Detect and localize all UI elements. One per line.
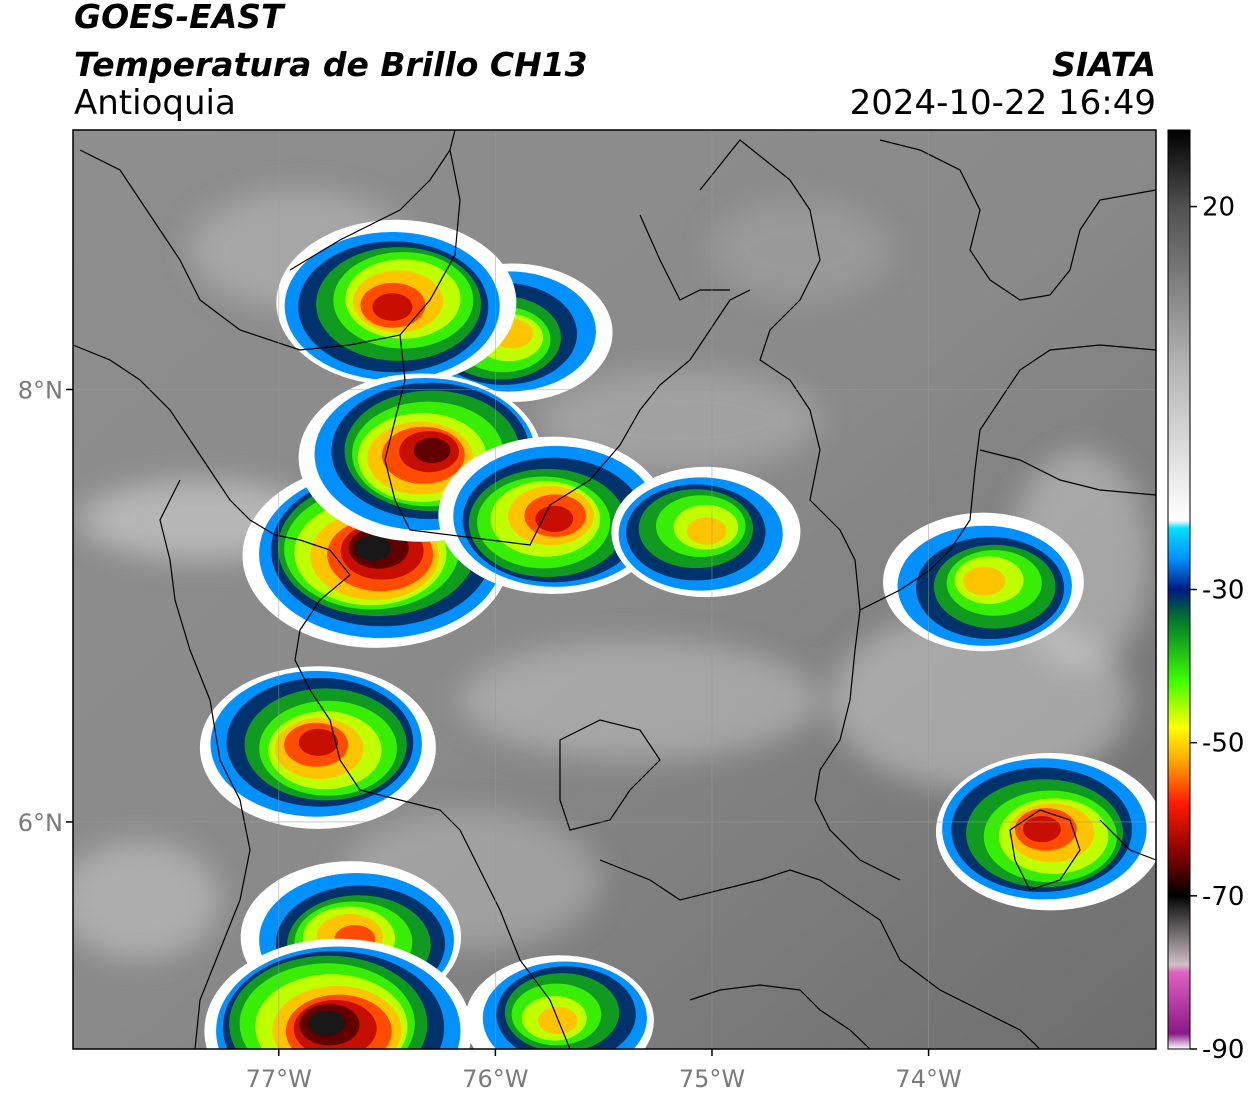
colorbar-tick-label: -30 <box>1202 576 1244 606</box>
political-borders <box>73 130 1156 1049</box>
colorbar-ticks: 20 -30 -50 -70 -90 <box>1190 193 1244 1065</box>
longitude-tick-label: 75°W <box>679 1065 745 1093</box>
lat-lon-gridlines <box>73 130 1156 1049</box>
storm-cell <box>204 938 472 1049</box>
cell-contour <box>535 505 574 533</box>
longitude-tick-label: 74°W <box>895 1065 961 1093</box>
cell-contour <box>308 1010 346 1037</box>
storm-cell <box>936 752 1156 911</box>
axis-ticks: 77°W 76°W 75°W 74°W 8°N 6°N <box>18 376 962 1093</box>
cell-contour <box>1022 816 1061 843</box>
cell-contour <box>686 517 727 545</box>
storm-cell <box>611 466 801 598</box>
latitude-tick-label: 8°N <box>18 376 63 404</box>
cell-contour <box>413 437 451 464</box>
map-area <box>73 130 1156 1049</box>
storm-cell <box>438 436 667 595</box>
colorbar-tick-label: -50 <box>1202 729 1244 759</box>
cell-contour <box>963 566 1006 596</box>
storm-cell <box>199 666 436 829</box>
cell-contour <box>354 535 392 562</box>
storm-cells <box>199 219 1156 1049</box>
longitude-tick-label: 76°W <box>462 1065 528 1093</box>
cell-contour <box>372 293 413 321</box>
map-title-satellite: GOES-EAST <box>74 0 284 36</box>
map-frame <box>72 129 1157 1050</box>
storm-cell <box>883 512 1084 652</box>
colorbar-tick-label: 20 <box>1202 193 1235 223</box>
timestamp-label: 2024-10-22 16:49 <box>849 83 1156 123</box>
colorbar-tick-label: -90 <box>1202 1035 1244 1065</box>
colorbar-scale <box>1167 129 1191 1050</box>
longitude-tick-label: 77°W <box>246 1065 312 1093</box>
cell-contour <box>298 728 339 756</box>
colorbar: 20 -30 -50 -70 -90 <box>1167 129 1244 1065</box>
map-region-label: Antioquia <box>74 83 236 123</box>
colorbar-tick-label: -70 <box>1202 882 1244 912</box>
storm-cell <box>276 219 517 386</box>
latitude-tick-label: 6°N <box>18 809 63 837</box>
map-title-product: Temperatura de Brillo CH13 <box>74 45 588 84</box>
organization-label: SIATA <box>1052 45 1156 84</box>
